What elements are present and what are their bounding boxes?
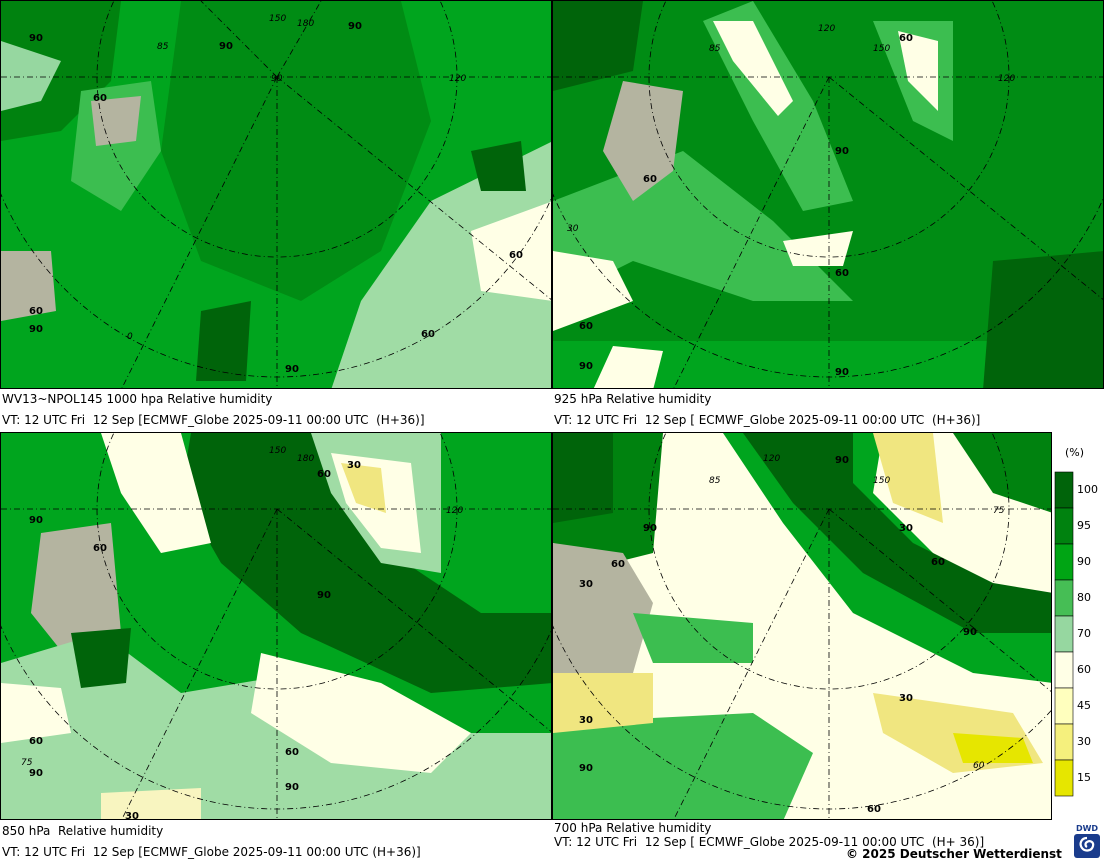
contour-label: 90: [348, 21, 362, 32]
meridian-label: 150: [269, 14, 286, 24]
meridian-label: 120: [818, 24, 835, 34]
contour-label: 90: [579, 361, 593, 372]
contour-label: 30: [579, 715, 593, 726]
map-panel-700hpa: 90 90 30 30 60 60 90 30 30 90 60 85 120 …: [552, 432, 1052, 820]
meridian-label: 180: [297, 454, 314, 464]
panel-1000hpa-validtime: VT: 12 UTC Fri 12 Sep [ECMWF_Globe 2025-…: [2, 413, 425, 427]
copyright-notice: © 2025 Deutscher Wetterdienst: [846, 847, 1062, 861]
svg-text:DWD: DWD: [1076, 824, 1098, 833]
legend-unit: (%): [1065, 446, 1085, 459]
contour-label: 60: [93, 93, 107, 104]
map-panel-1000hpa: 90 60 60 90 60 90 60 90 90 150 120 90 85…: [0, 0, 552, 389]
contour-label: 60: [29, 306, 43, 317]
contour-label: 30: [899, 693, 913, 704]
contour-label: 60: [29, 736, 43, 747]
contour-label: 90: [579, 763, 593, 774]
panel-1000hpa-title: WV13~NPOL145 1000 hpa Relative humidity: [2, 392, 273, 406]
contour-label: 60: [867, 804, 881, 815]
meridian-label: 90: [271, 74, 283, 84]
contour-label: 90: [317, 590, 331, 601]
contour-label: 60: [317, 469, 331, 480]
meridian-label: 150: [269, 446, 286, 456]
meridian-label: 150: [873, 476, 890, 486]
panel-850hpa-title: 850 hPa Relative humidity: [2, 824, 164, 838]
contour-label: 30: [579, 579, 593, 590]
meridian-label: 75: [21, 758, 33, 768]
contour-label: 30: [347, 460, 361, 471]
map-panel-925hpa: 60 60 90 60 60 90 90 120 150 120 85 30: [552, 0, 1104, 389]
meridian-label: 180: [297, 19, 314, 29]
meridian-label: 120: [998, 74, 1015, 84]
map-1000hpa: 90 60 60 90 60 90 60 90 90 150 120 90 85…: [1, 1, 551, 388]
meridian-label: 120: [763, 454, 780, 464]
meridian-label: 75: [993, 506, 1005, 516]
legend-tick-label: 90: [1077, 555, 1091, 568]
meridian-label: 0: [127, 332, 133, 342]
meridian-label: 85: [709, 44, 721, 54]
colorbar-segment: [1054, 615, 1074, 653]
map-850hpa: 30 60 90 60 90 60 60 90 90 30 150 120 18…: [1, 433, 551, 820]
colorbar-segment: [1054, 687, 1074, 725]
contour-label: 90: [285, 364, 299, 375]
contour-label: 60: [285, 747, 299, 758]
contour-label: 60: [93, 543, 107, 554]
legend-tick-label: 15: [1077, 771, 1091, 784]
legend-tick-label: 80: [1077, 591, 1091, 604]
contour-label: 90: [285, 782, 299, 793]
meridian-label: 150: [873, 44, 890, 54]
contour-label: 60: [931, 557, 945, 568]
contour-label: 60: [509, 250, 523, 261]
contour-label: 90: [29, 324, 43, 335]
legend-tick-label: 70: [1077, 627, 1091, 640]
contour-label: 60: [611, 559, 625, 570]
colorbar-segment: [1054, 543, 1074, 581]
legend-tick-label: 30: [1077, 735, 1091, 748]
contour-label: 90: [835, 367, 849, 378]
contour-label: 60: [643, 174, 657, 185]
colorbar-segment: [1054, 759, 1074, 797]
contour-label: 90: [963, 627, 977, 638]
contour-label: 90: [29, 515, 43, 526]
contour-label: 90: [219, 41, 233, 52]
meridian-label: 85: [709, 476, 721, 486]
panel-700hpa-title: 700 hPa Relative humidity: [554, 821, 712, 835]
colorbar-legend: (%) 100 95 90 80 70 60 45 30 15: [1053, 444, 1103, 804]
contour-label: 90: [29, 768, 43, 779]
colorbar-segment: [1054, 579, 1074, 617]
legend-tick-label: 100: [1077, 483, 1098, 496]
contour-label: 90: [835, 455, 849, 466]
colorbar-segment: [1054, 651, 1074, 689]
legend-tick-label: 95: [1077, 519, 1091, 532]
contour-label: 60: [835, 268, 849, 279]
map-panel-850hpa: 30 60 90 60 90 60 60 90 90 30 150 120 18…: [0, 432, 552, 820]
panel-925hpa-title: 925 hPa Relative humidity: [554, 392, 712, 406]
meridian-label: 85: [157, 42, 169, 52]
colorbar: [1054, 471, 1074, 797]
colorbar-segment: [1054, 723, 1074, 761]
meridian-label: 120: [446, 506, 463, 516]
meridian-label: 120: [449, 74, 466, 84]
contour-label: 60: [579, 321, 593, 332]
contour-label: 90: [29, 33, 43, 44]
legend-tick-label: 60: [1077, 663, 1091, 676]
dwd-logo-icon: DWD: [1072, 822, 1102, 860]
contour-label: 30: [899, 523, 913, 534]
contour-label: 90: [835, 146, 849, 157]
meridian-label: 60: [973, 761, 985, 771]
contour-label: 30: [125, 811, 139, 820]
map-700hpa: 90 90 30 30 60 60 90 30 30 90 60 85 120 …: [553, 433, 1051, 819]
panel-700hpa-validtime: VT: 12 UTC Fri 12 Sep [ ECMWF_Globe 2025…: [554, 835, 985, 849]
contour-label: 60: [421, 329, 435, 340]
colorbar-segment: [1054, 471, 1074, 509]
meridian-label: 30: [567, 224, 579, 234]
contour-label: 60: [899, 33, 913, 44]
legend-tick-label: 45: [1077, 699, 1091, 712]
panel-925hpa-validtime: VT: 12 UTC Fri 12 Sep [ ECMWF_Globe 2025…: [554, 413, 981, 427]
panel-850hpa-validtime: VT: 12 UTC Fri 12 Sep [ECMWF_Globe 2025-…: [2, 845, 421, 859]
colorbar-segment: [1054, 507, 1074, 545]
dwd-logo: DWD: [1072, 822, 1102, 860]
map-925hpa: 60 60 90 60 60 90 90 120 150 120 85 30: [553, 1, 1103, 388]
contour-label: 90: [643, 523, 657, 534]
